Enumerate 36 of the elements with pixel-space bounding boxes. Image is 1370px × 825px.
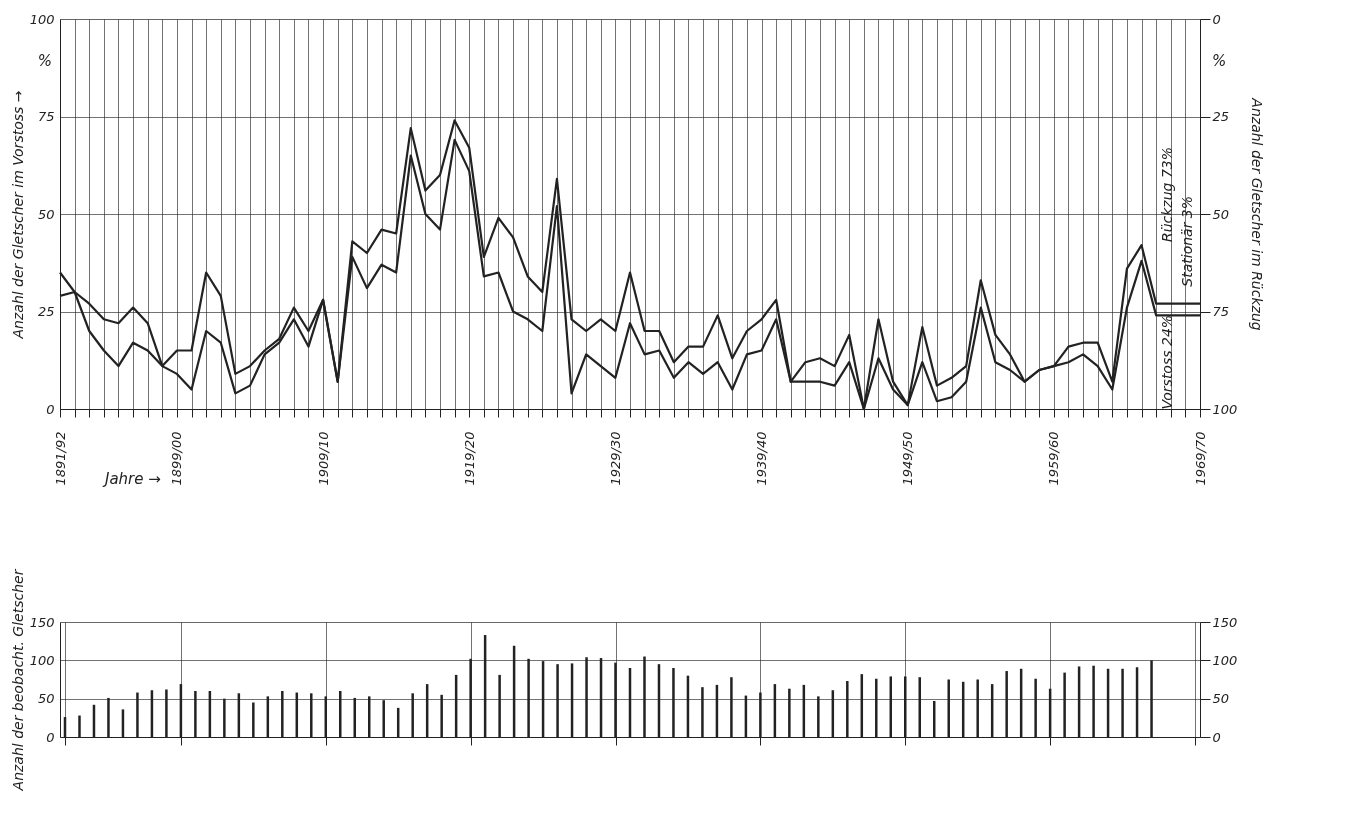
y-tick-label: 50 (37, 206, 55, 222)
x-tick-label: 1929/30 (607, 431, 623, 486)
y-tick-label: 0 (46, 401, 55, 417)
x-tick-label: 1891/92 (52, 431, 68, 486)
y-tick-label: 100 (29, 11, 55, 27)
annotation: Stationär 3% (1179, 195, 1195, 287)
y-tick-label: 0 (46, 729, 55, 745)
y2-tick-label: 0 (1212, 729, 1221, 745)
y2-tick-label: 50 (1212, 206, 1230, 222)
y2-tick-label: 100 (1212, 401, 1238, 417)
y2-tick-label: 50 (1212, 691, 1230, 707)
x-tick-label: 1959/60 (1046, 431, 1062, 486)
x-tick-label: 1969/70 (1192, 431, 1208, 486)
y-tick-label: 50 (37, 691, 55, 707)
y2-tick-label: 75 (1212, 304, 1230, 319)
text: % (1212, 52, 1227, 70)
y-tick-label: 100 (29, 652, 55, 668)
y-tick-label: 75 (37, 109, 55, 124)
x-tick-label: 1939/40 (754, 431, 770, 486)
y2-axis-title: Anzahl der Gletscher im Rückzug (1249, 97, 1266, 331)
x-tick-label: 1899/00 (169, 431, 185, 486)
text: Jahre → (102, 470, 161, 488)
y-axis-title: Anzahl der Gletscher im Vorstoss → (9, 90, 26, 340)
annotation: Rückzug 73% (1159, 146, 1175, 243)
y-axis-title: Anzahl der beobacht. Gletscher (9, 568, 26, 792)
y2-tick-label: 100 (1212, 652, 1238, 668)
x-tick-label: 1949/50 (900, 431, 916, 486)
x-tick-label: 1909/10 (315, 431, 331, 486)
y-tick-label: 150 (29, 614, 55, 630)
y2-tick-label: 25 (1212, 109, 1230, 124)
text: % (37, 52, 52, 70)
y2-tick-label: 150 (1212, 614, 1238, 630)
y2-tick-label: 0 (1212, 11, 1221, 27)
y-tick-label: 25 (37, 304, 55, 319)
annotation: Vorstoss 24% (1159, 314, 1175, 410)
x-tick-label: 1919/20 (461, 431, 477, 486)
